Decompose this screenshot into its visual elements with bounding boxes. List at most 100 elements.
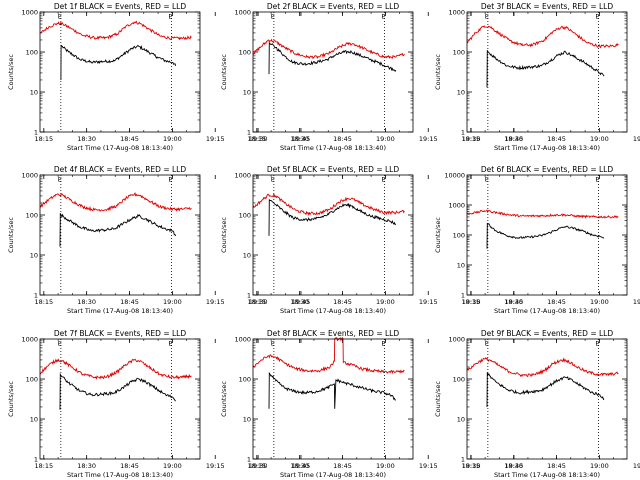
plot-frame (466, 11, 628, 133)
e-marker-label: E (271, 13, 275, 21)
x-tick-label: 18:45 (547, 135, 566, 143)
x-tick-label: 18:45 (120, 298, 139, 306)
y-axis-label: Counts/sec (220, 54, 228, 90)
y-tick-label: 1000 (234, 336, 251, 344)
chart-title: Det 3f BLACK = Events, RED = LLD (481, 2, 614, 11)
e-marker-label: E (485, 176, 489, 184)
chart-panel-5: Det 5f BLACK = Events, RED = LLD Counts/s… (220, 165, 523, 315)
y-tick-label: 100 (453, 376, 465, 384)
y-tick-label: 1000 (21, 172, 38, 180)
lld-series-line (252, 193, 405, 216)
chart-panel-7: Det 7f BLACK = Events, RED = LLD Counts/s… (7, 329, 310, 479)
x-tick-label: 19:15 (419, 298, 438, 306)
e-marker-label: E (595, 340, 599, 348)
x-axis-label: Start Time (17-Aug-08 18:13:40) (280, 471, 386, 479)
x-tick-label: 18:30 (290, 135, 309, 143)
y-axis-label: Counts/sec (434, 217, 442, 253)
y-tick-label: 1 (247, 456, 251, 464)
e-marker-label: E (168, 13, 172, 21)
y-tick-label: 1000 (448, 202, 465, 210)
x-tick-label: 18:15 (461, 462, 480, 470)
y-tick-label: 10 (30, 89, 38, 97)
y-tick-label: 10 (243, 252, 251, 260)
x-tick-label: 19:45 (292, 135, 311, 143)
x-tick-label: 18:45 (333, 462, 352, 470)
chart-panel-3: Det 3f BLACK = Events, RED = LLD Counts/s… (434, 2, 640, 152)
x-tick-label: 19:15 (419, 135, 438, 143)
e-marker-label: E (58, 176, 62, 184)
plot-frame (39, 338, 201, 460)
y-axis-label: Counts/sec (434, 381, 442, 417)
x-tick-label: 19:00 (163, 135, 182, 143)
chart-title: Det 2f BLACK = Events, RED = LLD (267, 2, 400, 11)
e-marker-label: E (485, 340, 489, 348)
lld-series-line (39, 20, 192, 41)
x-tick-label: 19:30 (249, 462, 268, 470)
y-tick-label: 1000 (21, 9, 38, 17)
lld-series-line (466, 209, 619, 219)
x-tick-label: 19:30 (249, 298, 268, 306)
x-tick-label: 19:00 (163, 298, 182, 306)
x-axis-label: Start Time (17-Aug-08 18:13:40) (67, 307, 173, 315)
x-tick-label: 19:30 (462, 462, 481, 470)
y-tick-label: 100 (453, 232, 465, 240)
x-tick-label: 19:00 (376, 135, 395, 143)
y-tick-label: 100 (239, 376, 251, 384)
chart-title: Det 8f BLACK = Events, RED = LLD (267, 329, 400, 338)
y-tick-label: 1000 (448, 336, 465, 344)
chart-title: Det 1f BLACK = Events, RED = LLD (54, 2, 187, 11)
x-tick-label: 18:15 (247, 135, 266, 143)
chart-panel-1: Det 1f BLACK = Events, RED = LLD Counts/s… (7, 2, 310, 152)
x-tick-label: 19:30 (249, 135, 268, 143)
y-tick-label: 1 (461, 129, 465, 137)
e-marker-label: E (381, 176, 385, 184)
x-tick-label: 18:15 (461, 298, 480, 306)
x-tick-label: 19:30 (462, 135, 481, 143)
y-tick-label: 1000 (234, 9, 251, 17)
x-tick-label: 19:15 (206, 462, 225, 470)
chart-panel-6: Det 6f BLACK = Events, RED = LLD Counts/s… (434, 165, 640, 315)
plot-frame (252, 338, 414, 460)
chart-panel-2: Det 2f BLACK = Events, RED = LLD Counts/s… (220, 2, 523, 152)
x-tick-label: 18:30 (504, 462, 523, 470)
x-tick-label: 19:15 (206, 135, 225, 143)
x-tick-label: 18:30 (504, 135, 523, 143)
e-marker-label: E (271, 176, 275, 184)
y-tick-label: 100 (26, 212, 38, 220)
y-tick-label: 100 (453, 49, 465, 57)
plot-frame (466, 174, 628, 296)
chart-title: Det 6f BLACK = Events, RED = LLD (481, 165, 614, 174)
lld-series-line (252, 38, 405, 60)
x-tick-label: 18:45 (120, 135, 139, 143)
x-axis-label: Start Time (17-Aug-08 18:13:40) (494, 307, 600, 315)
y-tick-label: 1 (247, 129, 251, 137)
events-series-line (486, 371, 605, 408)
x-tick-label: 19:45 (505, 298, 524, 306)
events-series-line (486, 50, 605, 88)
x-tick-label: 19:30 (462, 298, 481, 306)
x-tick-label: 18:45 (547, 462, 566, 470)
x-tick-label: 18:30 (77, 462, 96, 470)
events-series-line (59, 372, 176, 410)
x-tick-label: 19:45 (292, 462, 311, 470)
x-tick-label: 18:15 (247, 462, 266, 470)
lld-series-line (252, 336, 405, 375)
y-tick-label: 1000 (448, 9, 465, 17)
x-tick-label: 19:00 (376, 462, 395, 470)
y-tick-label: 10 (457, 416, 465, 424)
y-tick-label: 10 (30, 416, 38, 424)
x-tick-label: 19:15 (633, 135, 640, 143)
e-marker-label: E (595, 176, 599, 184)
x-axis-label: Start Time (17-Aug-08 18:13:40) (494, 471, 600, 479)
x-tick-label: 18:30 (77, 135, 96, 143)
e-marker-label: E (58, 340, 62, 348)
x-axis-label: Start Time (17-Aug-08 18:13:40) (280, 307, 386, 315)
x-tick-label: 18:30 (290, 462, 309, 470)
y-tick-label: 1 (34, 129, 38, 137)
chart-title: Det 4f BLACK = Events, RED = LLD (54, 165, 187, 174)
x-tick-label: 19:45 (505, 135, 524, 143)
x-tick-label: 19:00 (590, 298, 609, 306)
x-axis-label: Start Time (17-Aug-08 18:13:40) (67, 144, 173, 152)
y-tick-label: 1 (247, 292, 251, 300)
